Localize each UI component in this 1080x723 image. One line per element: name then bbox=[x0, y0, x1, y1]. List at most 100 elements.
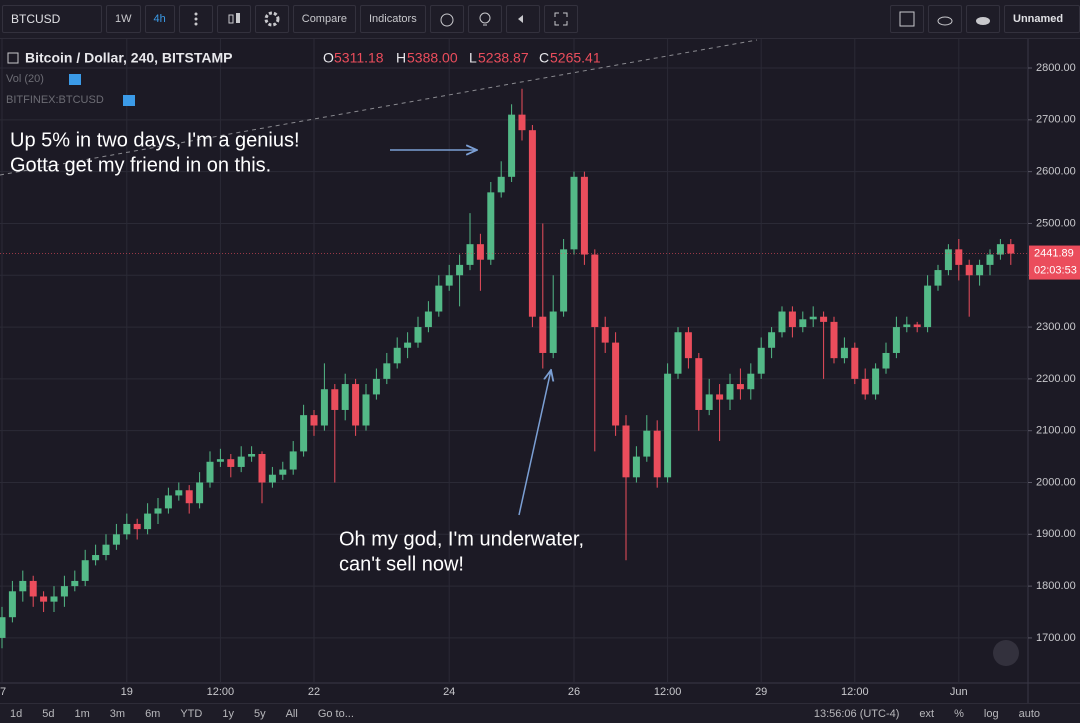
price-tag: 2441.89 bbox=[1034, 247, 1074, 259]
candle-body bbox=[924, 285, 932, 328]
candle-body bbox=[227, 459, 235, 467]
candle-body bbox=[393, 347, 401, 364]
candle-body bbox=[196, 482, 204, 504]
cloud-icon bbox=[937, 16, 953, 26]
y-tick-label: 2100.00 bbox=[1036, 425, 1076, 437]
x-tick-label: 12:00 bbox=[207, 686, 235, 698]
candle-body bbox=[830, 321, 838, 359]
candle-body bbox=[632, 456, 640, 478]
candle-body bbox=[788, 311, 796, 328]
candle-body bbox=[549, 311, 557, 353]
candle-body bbox=[19, 580, 27, 592]
drawing-box[interactable] bbox=[890, 5, 924, 33]
layout-name[interactable]: Unnamed bbox=[1004, 5, 1080, 33]
candle-body bbox=[175, 490, 183, 496]
legend-key: C bbox=[539, 50, 549, 66]
range[interactable]: 6m bbox=[145, 708, 161, 720]
alert[interactable] bbox=[429, 5, 464, 33]
square-icon bbox=[899, 11, 915, 27]
settings[interactable] bbox=[254, 5, 289, 33]
toolbar: BTCUSD 1W 4h Compare Indicators Unnamed bbox=[0, 0, 1080, 39]
candle-body bbox=[50, 596, 58, 602]
range[interactable]: YTD bbox=[180, 708, 203, 720]
indicators[interactable]: Indicators bbox=[360, 5, 426, 33]
candle-body bbox=[497, 176, 505, 193]
candle-body bbox=[71, 580, 79, 587]
range[interactable]: 5y bbox=[253, 708, 266, 720]
y-tick-label: 1700.00 bbox=[1036, 632, 1076, 644]
candle-body bbox=[8, 591, 16, 618]
candles bbox=[0, 88, 1015, 649]
candle-body bbox=[892, 327, 900, 353]
interval-menu[interactable] bbox=[178, 5, 213, 33]
price-tag-bg bbox=[1029, 245, 1080, 280]
legend-value: 5238.87 bbox=[478, 50, 529, 66]
candle-body bbox=[279, 469, 287, 475]
candle-body bbox=[268, 474, 276, 483]
undo[interactable] bbox=[505, 5, 540, 33]
range[interactable]: 1y bbox=[222, 708, 234, 720]
log-toggle[interactable]: log bbox=[983, 708, 999, 720]
fullscreen[interactable] bbox=[543, 5, 578, 33]
candle-body bbox=[237, 456, 245, 467]
eye-icon[interactable] bbox=[69, 74, 81, 85]
candle-body bbox=[372, 378, 380, 395]
interval-4h[interactable]: 4h bbox=[144, 5, 175, 33]
compare[interactable]: Compare bbox=[292, 5, 356, 33]
candle-body bbox=[861, 378, 869, 395]
load-cloud[interactable] bbox=[928, 5, 962, 33]
candle-body bbox=[112, 534, 120, 545]
range[interactable]: 1m bbox=[74, 708, 90, 720]
save-cloud[interactable] bbox=[966, 5, 1000, 33]
candle-body bbox=[414, 327, 422, 343]
axes: 1700.00 1800.00 1900.00 2000.00 2100.00 2200.… bbox=[0, 62, 1080, 698]
symbol-search[interactable]: BTCUSD bbox=[2, 5, 102, 33]
candle-body bbox=[144, 513, 152, 530]
legend-key: H bbox=[396, 50, 406, 66]
bottom-bar: 1d 5d 1m 3m 6m YTD 1y 5y All Go to... 13… bbox=[0, 703, 1080, 723]
legend-title: Bitcoin / Dollar, 240, BITSTAMP bbox=[25, 50, 232, 66]
eye-icon[interactable] bbox=[123, 95, 135, 106]
legend-value: 5265.41 bbox=[550, 50, 601, 66]
candle-body bbox=[695, 358, 703, 410]
goto[interactable]: Go to... bbox=[317, 708, 354, 720]
collapse-icon[interactable] bbox=[7, 52, 19, 64]
candle-body bbox=[206, 461, 214, 483]
candle-body bbox=[653, 430, 661, 478]
candle-body bbox=[591, 254, 599, 328]
ideas[interactable] bbox=[467, 5, 502, 33]
range[interactable]: All bbox=[285, 708, 298, 720]
chart-style[interactable] bbox=[216, 5, 251, 33]
candle-body bbox=[747, 373, 755, 390]
candle-body bbox=[799, 319, 807, 328]
candle-body bbox=[258, 453, 266, 483]
candle-body bbox=[955, 249, 963, 265]
scroll-button[interactable] bbox=[993, 640, 1019, 666]
candle-body bbox=[872, 368, 880, 395]
auto-toggle[interactable]: auto bbox=[1018, 708, 1040, 720]
candle-body bbox=[60, 586, 68, 597]
candle-body bbox=[705, 394, 713, 410]
clock: 13:56:06 (UTC-4) bbox=[813, 708, 900, 720]
ext-toggle[interactable]: ext bbox=[919, 708, 935, 720]
x-tick-label: 7 bbox=[0, 686, 6, 698]
candle-body bbox=[487, 192, 495, 260]
candle-body bbox=[965, 264, 973, 276]
candle-body bbox=[456, 264, 464, 276]
range[interactable]: 5d bbox=[42, 708, 55, 720]
candle-body bbox=[81, 560, 89, 581]
y-tick-label: 1900.00 bbox=[1036, 528, 1076, 540]
candle-body bbox=[383, 363, 391, 379]
candle-body bbox=[882, 352, 890, 369]
volume-label: Vol (20) bbox=[6, 73, 44, 85]
range[interactable]: 1d bbox=[10, 708, 23, 720]
x-tick-label: 12:00 bbox=[841, 686, 869, 698]
candle-body bbox=[310, 415, 318, 426]
range[interactable]: 3m bbox=[109, 708, 126, 720]
percent-toggle[interactable]: % bbox=[954, 708, 964, 720]
annotation: Up 5% in two days, I'm a genius! bbox=[10, 129, 300, 151]
candle-body bbox=[643, 430, 651, 457]
candle-icon bbox=[228, 13, 240, 24]
interval-1w[interactable]: 1W bbox=[106, 5, 141, 33]
